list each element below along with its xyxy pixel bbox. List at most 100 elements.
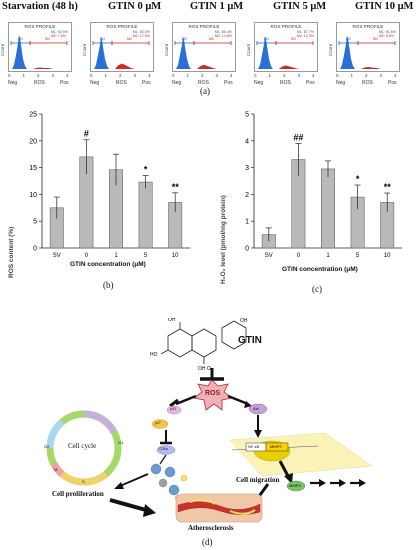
flow-x-axis-label: ROS — [116, 80, 127, 86]
nfkb-label: NF-κB — [248, 444, 260, 449]
m1-label: M1 — [346, 37, 351, 41]
flow-y-axis-label: Count — [0, 43, 5, 56]
flow-x-neg: Neg — [172, 80, 182, 86]
m1-population-peak — [258, 36, 273, 69]
p53-label: p53 — [170, 407, 176, 411]
flow-histogram-3: ROS PROFILE M1: 87.7% M2: 12.3% M1 M2 — [254, 22, 318, 72]
y-tick-label: 4 — [245, 138, 249, 145]
phase-g1: G1 — [118, 440, 124, 445]
flow-x-axis-label: ROS — [362, 80, 373, 86]
phase-g2: G2 — [44, 444, 50, 449]
x-tick-label: 1 — [326, 253, 330, 259]
h2o2-chart-ylabel: H₂O₂ level (pmol/mg protein) — [220, 195, 227, 284]
m1-population-peak — [176, 36, 191, 69]
m2-population-peak — [115, 63, 135, 69]
p27-label: p27 — [155, 421, 161, 425]
x-tick-label: 0 — [297, 253, 301, 259]
flow-histogram-1: ROS PROFILE M1: 83.0% M2: 17.0% M1 M2 — [90, 22, 154, 72]
legend-m2: M2: 12.3% — [296, 34, 314, 39]
y-tick-label: 3 — [245, 165, 249, 172]
y-tick-label: 1 — [245, 219, 249, 226]
flow-x-axis-label: ROS — [198, 80, 209, 86]
svg-text:OH: OH — [240, 318, 248, 324]
flow-y-axis-label: Count — [328, 43, 333, 56]
m1-label: M1 — [182, 37, 187, 41]
h2o2-level-chart: 0 1 2 3 4 5 SV 0 ## 1 5 * 10 ** H₂O₂ level (pmol/mg p… — [212, 98, 417, 298]
m2-label: M2 — [127, 37, 132, 41]
m2-population-peak — [33, 67, 53, 69]
flow-histogram-svg — [256, 36, 314, 69]
flow-histogram-2: ROS PROFILE M1: 85.4% M2: 14.6% M1 M2 — [172, 22, 236, 72]
flow-y-axis-label: Count — [82, 43, 87, 56]
flow-x-tick: 0 — [172, 73, 175, 78]
phase-m: M — [54, 467, 58, 472]
cdk-label: CDKs — [159, 447, 169, 451]
flow-legend: M1: 92.5% M2: 7.5% — [51, 30, 68, 39]
flow-x-tick: 4 — [230, 73, 233, 78]
flow-y-axis-label: Count — [164, 43, 169, 56]
x-tick-label: SV — [265, 253, 273, 259]
h2o2-chart-xlabel: GTIN concentration (μM) — [282, 266, 358, 273]
legend-m2: M2: 8.5% — [378, 34, 394, 39]
legend-m1: M1: 85.4% — [214, 30, 232, 34]
flow-y-axis-label: Count — [246, 43, 251, 56]
figure-letter-a: (a) — [200, 86, 210, 96]
flow-x-neg: Neg — [336, 80, 346, 86]
flow-x-tick: 4 — [394, 73, 397, 78]
y-tick-label: 2 — [245, 192, 249, 199]
bar-1 — [321, 168, 335, 249]
flow-x-tick: 3 — [133, 73, 137, 78]
flow-x-tick: 1 — [350, 73, 354, 78]
flow-x-tick: 1 — [268, 73, 272, 78]
cell-migration-label: Cell migration — [236, 476, 280, 484]
svg-text:HO: HO — [150, 352, 158, 358]
flow-x-tick: 3 — [215, 73, 219, 78]
legend-m2: M2: 14.6% — [214, 34, 232, 39]
flow-x-neg: Neg — [254, 80, 264, 86]
gtin-structure-icon — [160, 320, 247, 364]
flow-plot-title: ROS PROFILE — [106, 24, 138, 29]
m2-label: M2 — [291, 37, 296, 41]
cell-cycle-label: Cell cycle — [68, 442, 97, 450]
m2-label: M2 — [45, 37, 50, 41]
mmp9-gene-label: MMP9 — [270, 444, 282, 449]
flow-x-tick: 4 — [148, 73, 151, 78]
legend-m1: M1: 91.5% — [378, 30, 396, 34]
y-tick-label: 25 — [29, 112, 37, 119]
x-tick-label: 5 — [144, 253, 148, 259]
flow-plot-title: ROS PROFILE — [24, 24, 56, 29]
flow-x-tick: 3 — [379, 73, 383, 78]
legend-m1: M1: 83.0% — [132, 30, 150, 34]
flow-histogram-0: ROS PROFILE M1: 92.5% M2: 7.5% M1 M2 — [8, 22, 72, 72]
h2o2-level-chart-svg: 0 1 2 3 4 5 SV 0 ## 1 5 * 10 ** — [245, 112, 402, 259]
flow-histogram-svg — [92, 36, 150, 69]
significance-mark: ## — [293, 132, 303, 142]
flow-x-tick: 0 — [336, 73, 339, 78]
svg-text:OH O: OH O — [198, 366, 211, 372]
flow-plot-title: ROS PROFILE — [352, 24, 384, 29]
ros-chart-ylabel: ROS content (%) — [8, 226, 15, 278]
y-tick-label: 20 — [29, 138, 37, 145]
phase-s: S — [82, 479, 85, 484]
flow-header-gtin-1: GTIN 1 μM — [190, 1, 244, 12]
flow-plot-title: ROS PROFILE — [188, 24, 220, 29]
flow-x-tick: 0 — [8, 73, 11, 78]
y-tick-label: 15 — [29, 165, 37, 172]
flow-x-neg: Neg — [90, 80, 100, 86]
significance-mark: * — [144, 165, 148, 175]
y-tick-label: 0 — [33, 246, 37, 253]
flow-x-tick: 1 — [104, 73, 108, 78]
flow-header-gtin-0: GTIN 0 μM — [108, 1, 162, 12]
akt-label: Akt — [253, 406, 259, 411]
y-tick-label: 5 — [33, 219, 37, 226]
figure-letter-c: (c) — [312, 284, 322, 294]
y-tick-label: 5 — [245, 112, 249, 119]
m1-label: M1 — [264, 37, 269, 41]
flow-x-pos: Pos — [142, 80, 151, 86]
flow-x-tick: 2 — [365, 73, 368, 78]
m1-population-peak — [94, 36, 109, 69]
m2-population-peak — [197, 64, 217, 69]
flow-legend: M1: 83.0% M2: 17.0% — [133, 30, 150, 39]
flow-x-axis-label: ROS — [280, 80, 291, 86]
flow-header-gtin-10: GTIN 10 μM — [355, 1, 414, 12]
